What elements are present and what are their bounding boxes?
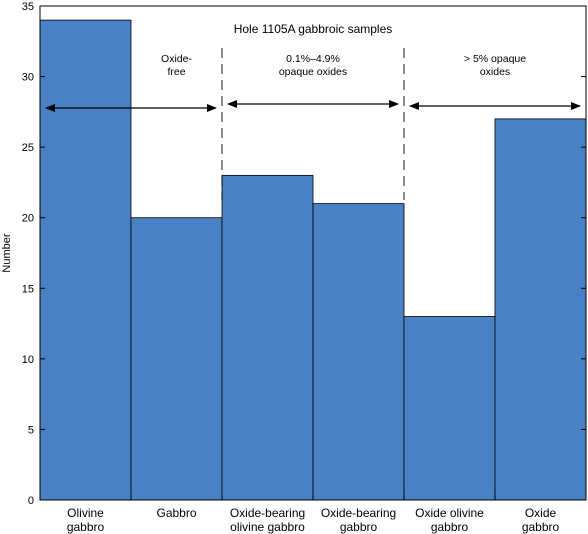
y-axis-label: Number <box>1 233 13 272</box>
x-tick-label-0: Olivine gabbro <box>67 506 105 534</box>
y-tick-label-0: 0 <box>28 495 34 507</box>
axes: 0 5 10 15 20 25 30 35 Olivine gabbro Gabbro Oxide-b… <box>22 1 587 534</box>
group-label-2: > 5% opaque oxides <box>464 53 526 78</box>
bar-1 <box>130 217 223 501</box>
x-tick-label-2: Oxide-bearing olivine gabbro <box>230 506 305 534</box>
y-tick-label-5: 25 <box>22 142 34 154</box>
x-tick-label-1: Gabbro <box>156 506 196 520</box>
y-tick-label-3: 15 <box>22 283 34 295</box>
bar-4 <box>403 316 496 501</box>
group-label-1: 0.1%–4.9% opaque oxides <box>279 53 347 78</box>
bar-3 <box>312 203 405 501</box>
group-label-0: Oxide-free <box>161 53 192 78</box>
y-tick-label-4: 20 <box>22 213 34 225</box>
x-tick-label-3: Oxide-bearing gabbro <box>321 506 396 534</box>
y-tick-label-7: 35 <box>22 1 34 13</box>
bar-0 <box>39 19 132 501</box>
bars-layer <box>39 19 587 501</box>
group-annotations: Oxide-free 0.1%–4.9% opaque oxides > 5% opa… <box>45 48 581 200</box>
chart-title: Hole 1105A gabbroic samples <box>234 22 393 36</box>
bar-2 <box>221 174 314 501</box>
y-tick-label-6: 30 <box>22 72 34 84</box>
y-tick-label-2: 10 <box>22 354 34 366</box>
x-tick-label-4: Oxide olivine gabbro <box>415 506 484 534</box>
x-tick-label-5: Oxide gabbro <box>522 506 560 534</box>
bar-5 <box>494 118 587 501</box>
y-tick-label-1: 5 <box>28 424 34 436</box>
